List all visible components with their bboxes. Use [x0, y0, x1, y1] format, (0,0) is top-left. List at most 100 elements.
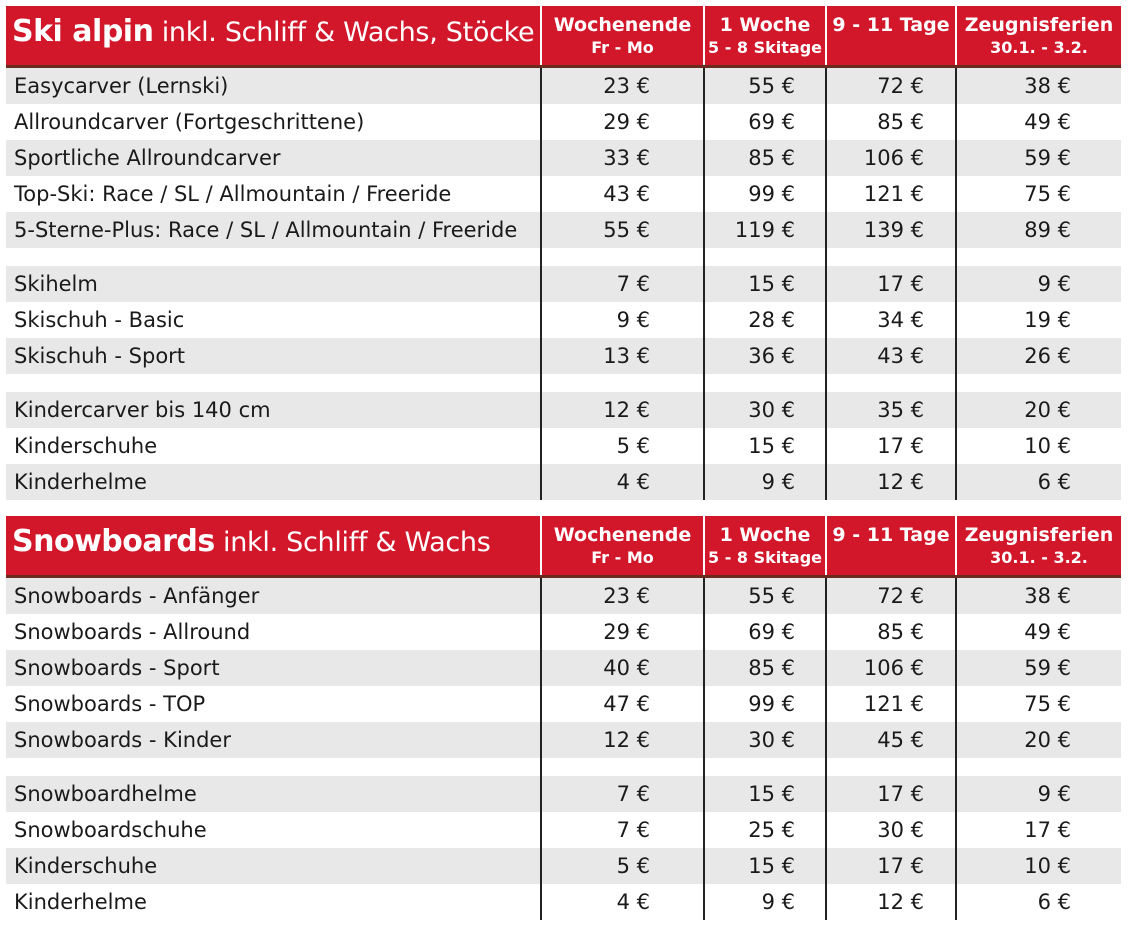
price-cell: 40 € [603, 656, 650, 680]
price-cell: 55 € [603, 218, 650, 242]
price-cell: 28 € [748, 308, 795, 332]
price-cell: 9 € [1037, 782, 1071, 806]
price-cell: 72 € [877, 74, 924, 98]
item-label: Kindercarver bis 140 cm [14, 398, 271, 422]
price-cell: 30 € [748, 398, 795, 422]
table-row: Skischuh - Basic 9 € 28 € 34 € 19 € [6, 302, 1121, 338]
group-spacer [6, 248, 1121, 266]
table-row: Snowboardhelme 7 € 15 € 17 € 9 € [6, 776, 1121, 812]
table-row: Easycarver (Lernski) 23 € 55 € 72 € 38 € [6, 68, 1121, 104]
price-cell: 121 € [863, 182, 924, 206]
price-cell: 55 € [748, 74, 795, 98]
price-cell: 6 € [1037, 470, 1071, 494]
item-label: Kinderschuhe [14, 854, 158, 878]
price-cell: 29 € [603, 620, 650, 644]
price-cell: 43 € [603, 182, 650, 206]
column-header-semester-break: Zeugnisferien 30.1. - 3.2. [964, 14, 1114, 57]
price-cell: 17 € [877, 272, 924, 296]
table-row: Top-Ski: Race / SL / Allmountain / Freer… [6, 176, 1121, 212]
table-row: Skischuh - Sport 13 € 36 € 43 € 26 € [6, 338, 1121, 374]
item-label: 5-Sterne-Plus: Race / SL / Allmountain /… [14, 218, 518, 242]
price-cell: 85 € [877, 110, 924, 134]
table-row: Snowboards - Allround 29 € 69 € 85 € 49 € [6, 614, 1121, 650]
price-cell: 85 € [877, 620, 924, 644]
price-cell: 30 € [877, 818, 924, 842]
table-row: Sportliche Allroundcarver 33 € 85 € 106 € 59… [6, 140, 1121, 176]
price-cell: 23 € [603, 584, 650, 608]
price-cell: 85 € [748, 656, 795, 680]
ski-table-body: Easycarver (Lernski) 23 € 55 € 72 € 38 € Allr… [6, 68, 1121, 500]
item-label: Allroundcarver (Fortgeschrittene) [14, 110, 365, 134]
price-cell: 43 € [877, 344, 924, 368]
column-header-weekend: Wochenende Fr - Mo [553, 524, 692, 567]
item-label: Skischuh - Basic [14, 308, 185, 332]
item-label: Snowboards - Kinder [14, 728, 231, 752]
price-cell: 139 € [863, 218, 924, 242]
price-cell: 45 € [877, 728, 924, 752]
price-cell: 5 € [616, 854, 650, 878]
table-row: Kinderhelme 4 € 9 € 12 € 6 € [6, 464, 1121, 500]
price-cell: 15 € [748, 434, 795, 458]
price-cell: 26 € [1024, 344, 1071, 368]
ski-table-header: Ski alpin inkl. Schliff & Wachs, Stöcke … [6, 6, 1121, 68]
snowboard-table-title: Snowboards inkl. Schliff & Wachs [12, 524, 491, 559]
price-cell: 13 € [603, 344, 650, 368]
price-cell: 106 € [863, 146, 924, 170]
price-cell: 47 € [603, 692, 650, 716]
column-header-weekend: Wochenende Fr - Mo [553, 14, 692, 57]
price-cell: 38 € [1024, 74, 1071, 98]
item-label: Snowboards - Allround [14, 620, 251, 644]
price-cell: 23 € [603, 74, 650, 98]
price-cell: 7 € [616, 782, 650, 806]
price-cell: 35 € [877, 398, 924, 422]
column-header-9-11-days: 9 - 11 Tage [832, 524, 950, 546]
price-cell: 99 € [748, 182, 795, 206]
price-cell: 15 € [748, 854, 795, 878]
price-cell: 106 € [863, 656, 924, 680]
table-row: Snowboardschuhe 7 € 25 € 30 € 17 € [6, 812, 1121, 848]
price-cell: 30 € [748, 728, 795, 752]
price-cell: 20 € [1024, 398, 1071, 422]
price-cell: 4 € [616, 470, 650, 494]
item-label: Sportliche Allroundcarver [14, 146, 281, 170]
price-cell: 12 € [877, 890, 924, 914]
price-cell: 10 € [1024, 434, 1071, 458]
price-cell: 6 € [1037, 890, 1071, 914]
price-cell: 55 € [748, 584, 795, 608]
item-label: Top-Ski: Race / SL / Allmountain / Freer… [14, 182, 452, 206]
column-header-week: 1 Woche 5 - 8 Skitage [707, 524, 822, 567]
item-label: Kinderschuhe [14, 434, 158, 458]
item-label: Snowboardschuhe [14, 818, 207, 842]
price-cell: 69 € [748, 620, 795, 644]
price-cell: 17 € [877, 434, 924, 458]
item-label: Kinderhelme [14, 470, 147, 494]
ski-price-table: Ski alpin inkl. Schliff & Wachs, Stöcke … [6, 6, 1121, 500]
price-cell: 89 € [1024, 218, 1071, 242]
item-label: Skischuh - Sport [14, 344, 186, 368]
price-cell: 85 € [748, 146, 795, 170]
column-header-semester-break: Zeugnisferien 30.1. - 3.2. [964, 524, 1114, 567]
price-cell: 15 € [748, 272, 795, 296]
table-row: Snowboards - Kinder 12 € 30 € 45 € 20 € [6, 722, 1121, 758]
price-cell: 20 € [1024, 728, 1071, 752]
column-header-9-11-days: 9 - 11 Tage [832, 14, 950, 36]
price-cell: 34 € [877, 308, 924, 332]
price-cell: 12 € [603, 398, 650, 422]
table-row: Snowboards - Anfänger 23 € 55 € 72 € 38 € [6, 578, 1121, 614]
item-label: Snowboardhelme [14, 782, 197, 806]
price-cell: 15 € [748, 782, 795, 806]
group-spacer [6, 374, 1121, 392]
price-cell: 69 € [748, 110, 795, 134]
item-label: Snowboards - Anfänger [14, 584, 260, 608]
price-cell: 119 € [734, 218, 795, 242]
table-row: Kinderschuhe 5 € 15 € 17 € 10 € [6, 848, 1121, 884]
price-cell: 9 € [761, 890, 795, 914]
column-header-week: 1 Woche 5 - 8 Skitage [707, 14, 822, 57]
price-cell: 9 € [1037, 272, 1071, 296]
table-row: Snowboards - Sport 40 € 85 € 106 € 59 € [6, 650, 1121, 686]
price-cell: 49 € [1024, 620, 1071, 644]
snowboard-table-body: Snowboards - Anfänger 23 €55 €72 €38 € Sno… [6, 578, 1121, 920]
price-cell: 19 € [1024, 308, 1071, 332]
price-cell: 59 € [1024, 146, 1071, 170]
price-cell: 7 € [616, 818, 650, 842]
